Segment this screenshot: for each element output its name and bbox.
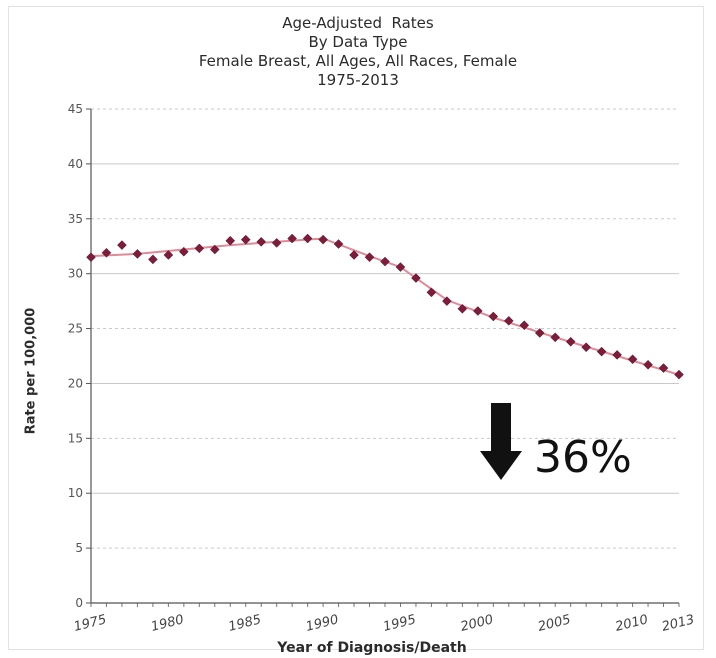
data-point xyxy=(612,350,622,360)
y-tick-label: 40 xyxy=(68,157,83,171)
y-axis-label: Rate per 100,000 xyxy=(23,307,39,435)
data-point xyxy=(117,240,127,250)
data-point xyxy=(395,262,406,272)
data-point xyxy=(287,233,298,244)
data-point-series xyxy=(86,233,684,380)
y-tick-label: 30 xyxy=(68,267,83,281)
data-point xyxy=(503,316,514,326)
decline-annotation: 36% xyxy=(534,432,632,483)
title-line-2: By Data Type xyxy=(308,33,408,51)
y-tick-label: 35 xyxy=(68,212,83,226)
chart-frame xyxy=(8,6,704,650)
data-point xyxy=(271,238,282,248)
title-line-1: Age-Adjusted Rates xyxy=(282,14,434,32)
data-point xyxy=(565,336,576,347)
data-point xyxy=(256,236,267,247)
chart-title: Age-Adjusted Rates By Data Type Female B… xyxy=(0,14,716,90)
data-point xyxy=(302,233,313,244)
data-point xyxy=(132,249,143,259)
data-point xyxy=(550,332,561,343)
title-line-3: Female Breast, All Ages, All Races, Fema… xyxy=(198,52,518,70)
y-tick-labels: 0 5 10 15 20 25 30 35 40 45 xyxy=(68,102,83,610)
title-line-4: 1975-2013 xyxy=(317,71,399,89)
data-point xyxy=(86,252,96,263)
data-point xyxy=(349,250,359,260)
data-point xyxy=(658,363,669,373)
down-arrow-icon xyxy=(480,403,522,480)
arrow-head xyxy=(480,451,522,480)
y-tick-label: 45 xyxy=(68,102,83,116)
data-point xyxy=(519,320,530,331)
data-point xyxy=(148,254,158,265)
x-axis-label: Year of Diagnosis/Death xyxy=(277,640,467,656)
y-tick-label: 20 xyxy=(68,376,83,390)
x-tick-label: 1980 xyxy=(150,612,186,635)
data-point xyxy=(534,328,545,338)
data-point xyxy=(411,273,421,283)
data-point xyxy=(101,247,112,258)
arrow-shaft xyxy=(491,403,511,453)
data-point xyxy=(442,296,452,306)
y-tick-label: 5 xyxy=(75,541,83,555)
data-point xyxy=(457,303,468,314)
axes xyxy=(86,108,680,607)
data-point xyxy=(318,234,328,245)
x-tick-label: 1975 xyxy=(72,612,108,635)
y-tick-label: 10 xyxy=(68,486,83,500)
x-tick-label: 2000 xyxy=(459,612,495,635)
data-point xyxy=(209,244,220,255)
data-point xyxy=(488,311,499,322)
data-point xyxy=(472,306,483,316)
y-tick-label: 15 xyxy=(68,431,83,445)
x-tick-label: 1990 xyxy=(304,612,340,635)
data-point xyxy=(240,234,251,245)
data-point xyxy=(225,235,236,246)
data-point xyxy=(643,359,653,370)
x-tick-label: 1995 xyxy=(382,612,418,635)
data-point xyxy=(178,246,189,257)
x-tick-labels: 1975 1980 1985 1990 1995 2000 2005 2010 2013 xyxy=(72,612,696,635)
x-tick-label: 1985 xyxy=(227,612,263,635)
x-tick-label: 2010 xyxy=(614,612,650,635)
data-point xyxy=(364,252,375,263)
data-point xyxy=(596,346,607,357)
data-point xyxy=(581,342,592,353)
x-tick-label: 2005 xyxy=(536,612,572,635)
x-tick-label: 2013 xyxy=(660,612,696,635)
data-point xyxy=(163,250,174,260)
data-point xyxy=(380,256,390,267)
data-point xyxy=(426,287,437,298)
data-point xyxy=(333,239,344,249)
data-point xyxy=(627,354,638,365)
data-point xyxy=(674,369,684,380)
y-tick-label: 25 xyxy=(68,322,83,336)
grid-lines xyxy=(91,108,679,549)
data-point xyxy=(194,243,205,254)
y-tick-label: 0 xyxy=(75,596,83,610)
